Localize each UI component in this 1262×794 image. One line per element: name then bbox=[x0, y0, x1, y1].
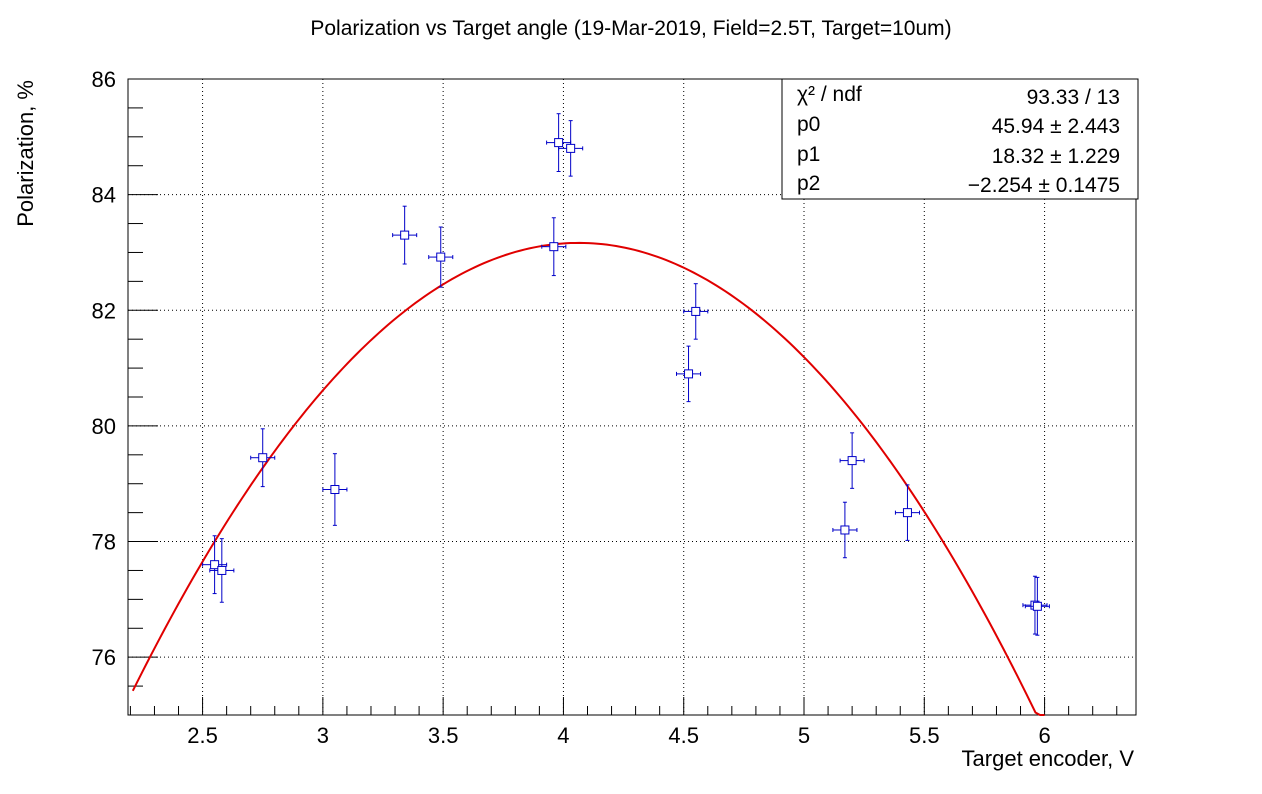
point-marker bbox=[400, 230, 410, 240]
stats-label-p0: p0 bbox=[797, 113, 820, 136]
data-point bbox=[392, 205, 418, 265]
data-point bbox=[676, 345, 702, 403]
point-marker bbox=[258, 453, 268, 463]
x-tick-label: 3 bbox=[317, 723, 329, 748]
x-tick-label: 2.5 bbox=[187, 723, 218, 748]
stats-box-frame bbox=[781, 78, 1139, 200]
point-marker bbox=[549, 242, 559, 252]
data-point bbox=[322, 453, 348, 526]
data-point bbox=[558, 120, 584, 177]
data-point bbox=[209, 538, 235, 603]
data-point bbox=[541, 217, 567, 277]
y-tick-labels: 76 78 80 82 84 86 bbox=[92, 67, 116, 670]
y-tick-label: 86 bbox=[92, 67, 116, 92]
stats-value-chi2: 93.33 / 13 bbox=[1027, 86, 1120, 109]
point-marker bbox=[840, 525, 850, 535]
point-marker bbox=[902, 508, 912, 518]
point-marker bbox=[210, 560, 220, 570]
fit-curve bbox=[131, 241, 1045, 716]
y-tick-label: 78 bbox=[92, 530, 116, 555]
data-point bbox=[683, 283, 709, 340]
point-marker bbox=[554, 138, 564, 148]
x-tick-labels: 2.5 3 3.5 4 4.5 5 5.5 6 bbox=[187, 723, 1050, 748]
data-point bbox=[894, 484, 920, 541]
x-tick-label: 4 bbox=[557, 723, 569, 748]
stats-label-chi2: χ² / ndf bbox=[797, 83, 862, 106]
y-tick-label: 80 bbox=[92, 414, 116, 439]
x-tick-label: 5 bbox=[798, 723, 810, 748]
chart-title: Polarization vs Target angle (19-Mar-201… bbox=[310, 17, 951, 40]
point-marker bbox=[330, 485, 340, 495]
x-tick-label: 4.5 bbox=[668, 723, 699, 748]
data-point bbox=[839, 432, 865, 489]
data-point bbox=[202, 535, 228, 595]
stats-label-p1: p1 bbox=[797, 143, 820, 166]
stats-value-p0: 45.94 ± 2.443 bbox=[992, 115, 1120, 138]
axis-ticks bbox=[128, 78, 1118, 716]
y-tick-label: 84 bbox=[92, 183, 116, 208]
y-axis-label: Polarization, % bbox=[13, 80, 38, 227]
point-marker bbox=[566, 143, 576, 153]
x-tick-label: 6 bbox=[1038, 723, 1050, 748]
x-tick-label: 5.5 bbox=[909, 723, 940, 748]
point-marker bbox=[217, 565, 227, 575]
data-points bbox=[202, 113, 1050, 636]
stats-value-p1: 18.32 ± 1.229 bbox=[992, 145, 1120, 168]
data-point bbox=[250, 428, 276, 488]
y-tick-label: 82 bbox=[92, 298, 116, 323]
point-marker bbox=[1032, 601, 1042, 611]
fit-curve-group bbox=[131, 241, 1045, 716]
point-marker bbox=[691, 306, 701, 316]
point-marker bbox=[684, 369, 694, 379]
data-point bbox=[546, 113, 572, 173]
data-point bbox=[428, 226, 454, 288]
data-point bbox=[1024, 576, 1050, 636]
point-marker bbox=[847, 456, 857, 466]
stats-box: χ² / ndf 93.33 / 13 p0 45.94 ± 2.443 p1 … bbox=[781, 78, 1139, 200]
stats-label-p2: p2 bbox=[797, 172, 820, 195]
point-marker bbox=[436, 252, 446, 262]
data-point bbox=[832, 501, 858, 559]
x-axis-label: Target encoder, V bbox=[962, 746, 1135, 771]
y-tick-label: 76 bbox=[92, 645, 116, 670]
x-tick-label: 3.5 bbox=[428, 723, 459, 748]
stats-value-p2: −2.254 ± 0.1475 bbox=[968, 174, 1120, 197]
